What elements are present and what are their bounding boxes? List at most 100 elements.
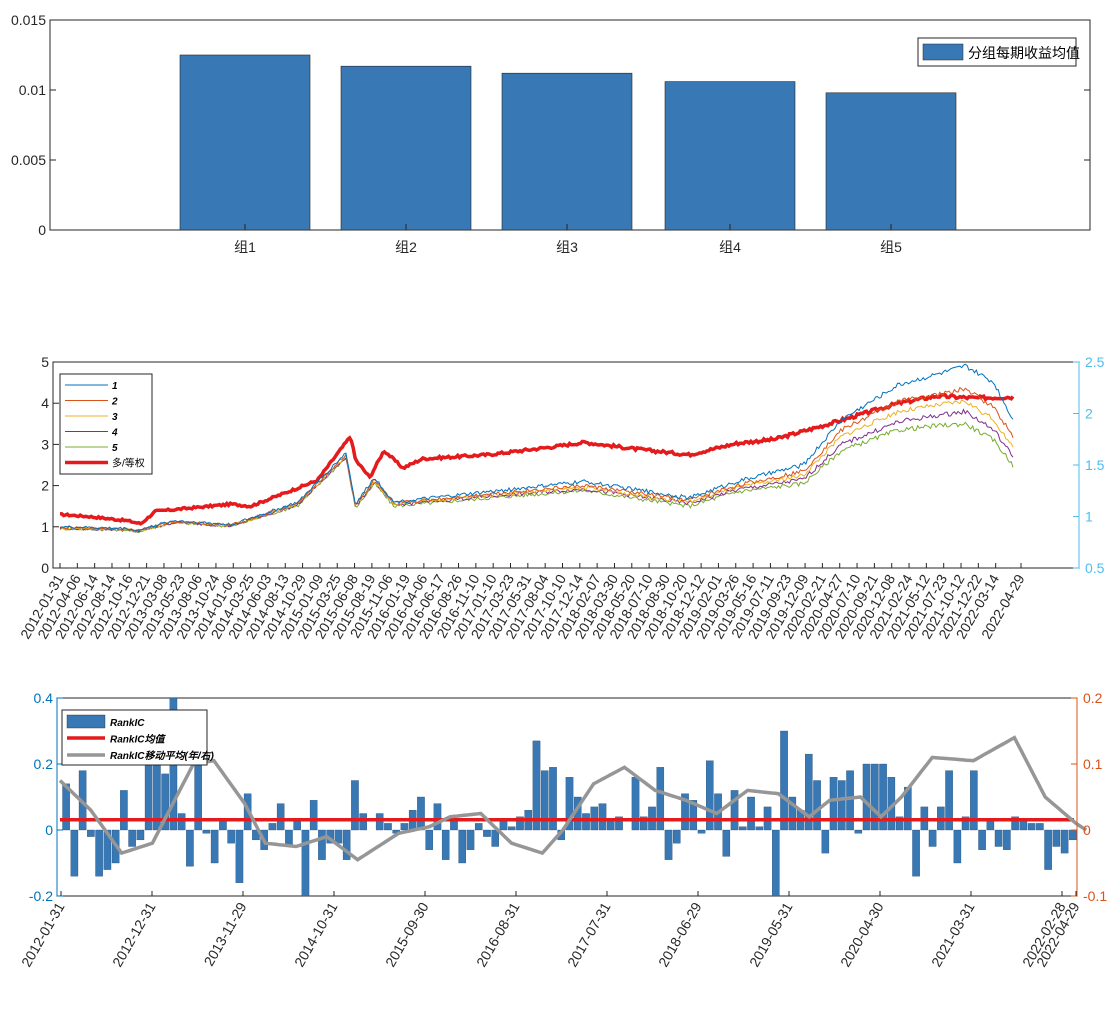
ic-bar [813, 780, 821, 831]
ic-bar [673, 829, 681, 844]
ic-bar [375, 813, 384, 831]
ic-bar [301, 829, 310, 897]
ic-bar [516, 816, 524, 831]
ic-bar [664, 829, 673, 860]
panel3-legend: RankIC RankIC均值 RankIC移动平均(年/右) [61, 709, 215, 766]
legend-label: 4 [111, 428, 118, 439]
ic-bar [202, 829, 211, 834]
ic-bar [62, 783, 70, 831]
ic-bar [871, 763, 879, 831]
ic-bar [730, 790, 739, 831]
panel3-right-y-ticks: -0.1 0 0.1 0.2 [1071, 690, 1107, 904]
legend-label: 多/等权 [112, 457, 145, 470]
ic-bar [342, 829, 351, 860]
x-tick-label: 2012-01-31 [18, 899, 68, 969]
ic-bar [1027, 823, 1036, 831]
ic-bar [1036, 823, 1044, 831]
ic-bar [425, 829, 433, 850]
ic-bar [177, 813, 186, 831]
ic-bar [829, 777, 838, 831]
panel1-legend-label: 分组每期收益均值 [968, 45, 1080, 61]
panel2-right-y-ticks: 0.5 1 1.5 2 2.5 [1073, 354, 1105, 576]
ic-bar [474, 823, 483, 831]
ic-bar [309, 800, 318, 831]
panel2-x-ticks: 2012-01-312012-04-062012-06-142012-08-14… [17, 563, 1028, 642]
ic-bar [433, 803, 442, 831]
panel1-x-ticks: 组1 组2 组3 组4 组5 [234, 224, 902, 255]
ic-bar [1052, 829, 1061, 847]
panel2-left-y-ticks: 0 1 2 3 4 5 [41, 354, 59, 576]
x-tick-label: 组1 [234, 239, 256, 255]
bar-组3 [501, 72, 633, 231]
ic-bar [1060, 829, 1069, 854]
ic-bar [532, 740, 541, 831]
y-tick-label: 0.5 [1085, 560, 1105, 576]
ic-bar [384, 823, 392, 831]
ic-bar [912, 829, 920, 877]
y-tick-label: 2.5 [1085, 354, 1105, 370]
ic-bar [772, 829, 780, 897]
x-tick-label: 2017-07-31 [564, 899, 614, 969]
line-series-3 [59, 399, 1014, 533]
ic-bar [681, 793, 689, 831]
panel2-lines [59, 363, 1015, 534]
ic-bar [70, 829, 79, 877]
y-tick-label: 0.2 [1083, 690, 1103, 706]
moving-average-line [58, 735, 1088, 862]
x-tick-label: 组4 [719, 239, 741, 255]
ic-bar [235, 829, 244, 883]
ic-bar [351, 780, 359, 831]
ic-bar [120, 790, 128, 831]
y-tick-label: 4 [41, 395, 49, 411]
ic-bar [87, 829, 95, 837]
legend-label: 1 [112, 381, 118, 392]
panel3-lines [58, 735, 1088, 862]
ic-bar [846, 770, 854, 831]
ic-bar [631, 777, 640, 831]
ic-bar [1019, 819, 1028, 831]
y-tick-label: 2 [1085, 406, 1093, 422]
line-series-5 [59, 421, 1014, 534]
legend-label: 5 [112, 443, 118, 454]
y-tick-label: 1 [1085, 509, 1093, 525]
line-series-4 [59, 408, 1014, 533]
ic-bar [268, 823, 277, 831]
ic-bar [895, 816, 904, 831]
ic-bar [466, 829, 475, 850]
ic-bar [953, 829, 962, 864]
panel-cumulative-nav: 0 1 2 3 4 5 0.5 1 1.5 2 2.5 2012-01-312012-04-062… [17, 354, 1105, 642]
x-tick-label: 2015-09-30 [382, 899, 432, 969]
x-tick-label: 组2 [395, 239, 417, 255]
ic-bar [689, 800, 698, 831]
ic-bar [1011, 816, 1019, 831]
x-tick-label: 组3 [556, 239, 578, 255]
panel-group-mean-returns: 0 0.005 0.01 0.015 组1 组2 组3 组4 组5 分组每期收益均值 [11, 12, 1091, 255]
legend-label: RankIC [110, 718, 145, 729]
ic-bar [186, 829, 194, 867]
ic-bar [491, 829, 500, 847]
ic-bar [1069, 829, 1077, 841]
ic-bar [755, 826, 764, 831]
panel1-y-ticks: 0 0.005 0.01 0.015 [11, 12, 1090, 238]
y-tick-label: 1.5 [1085, 457, 1105, 473]
x-tick-label: 2021-03-31 [928, 899, 978, 969]
panel3-left-y-ticks: -0.2 0 0.2 0.4 [29, 690, 63, 904]
ic-bar [549, 767, 557, 831]
ic-bar [706, 760, 714, 831]
ic-bar [747, 796, 755, 831]
ic-bar [970, 770, 978, 831]
legend-label: 2 [111, 397, 118, 408]
ic-bar [780, 730, 788, 831]
panel2-legend-box [59, 373, 153, 475]
legend-label: RankIC移动平均(年/右) [110, 750, 215, 762]
ic-bar [961, 816, 970, 831]
x-tick-label: 2012-12-31 [109, 899, 159, 969]
ic-bar [606, 819, 615, 831]
y-tick-label: 0.015 [11, 12, 46, 28]
ic-bar [359, 813, 367, 831]
ic-bar [417, 796, 425, 831]
panel1-bars [179, 54, 957, 231]
ic-bar [838, 780, 846, 831]
ic-bar [639, 816, 648, 831]
ic-bar [450, 819, 458, 831]
